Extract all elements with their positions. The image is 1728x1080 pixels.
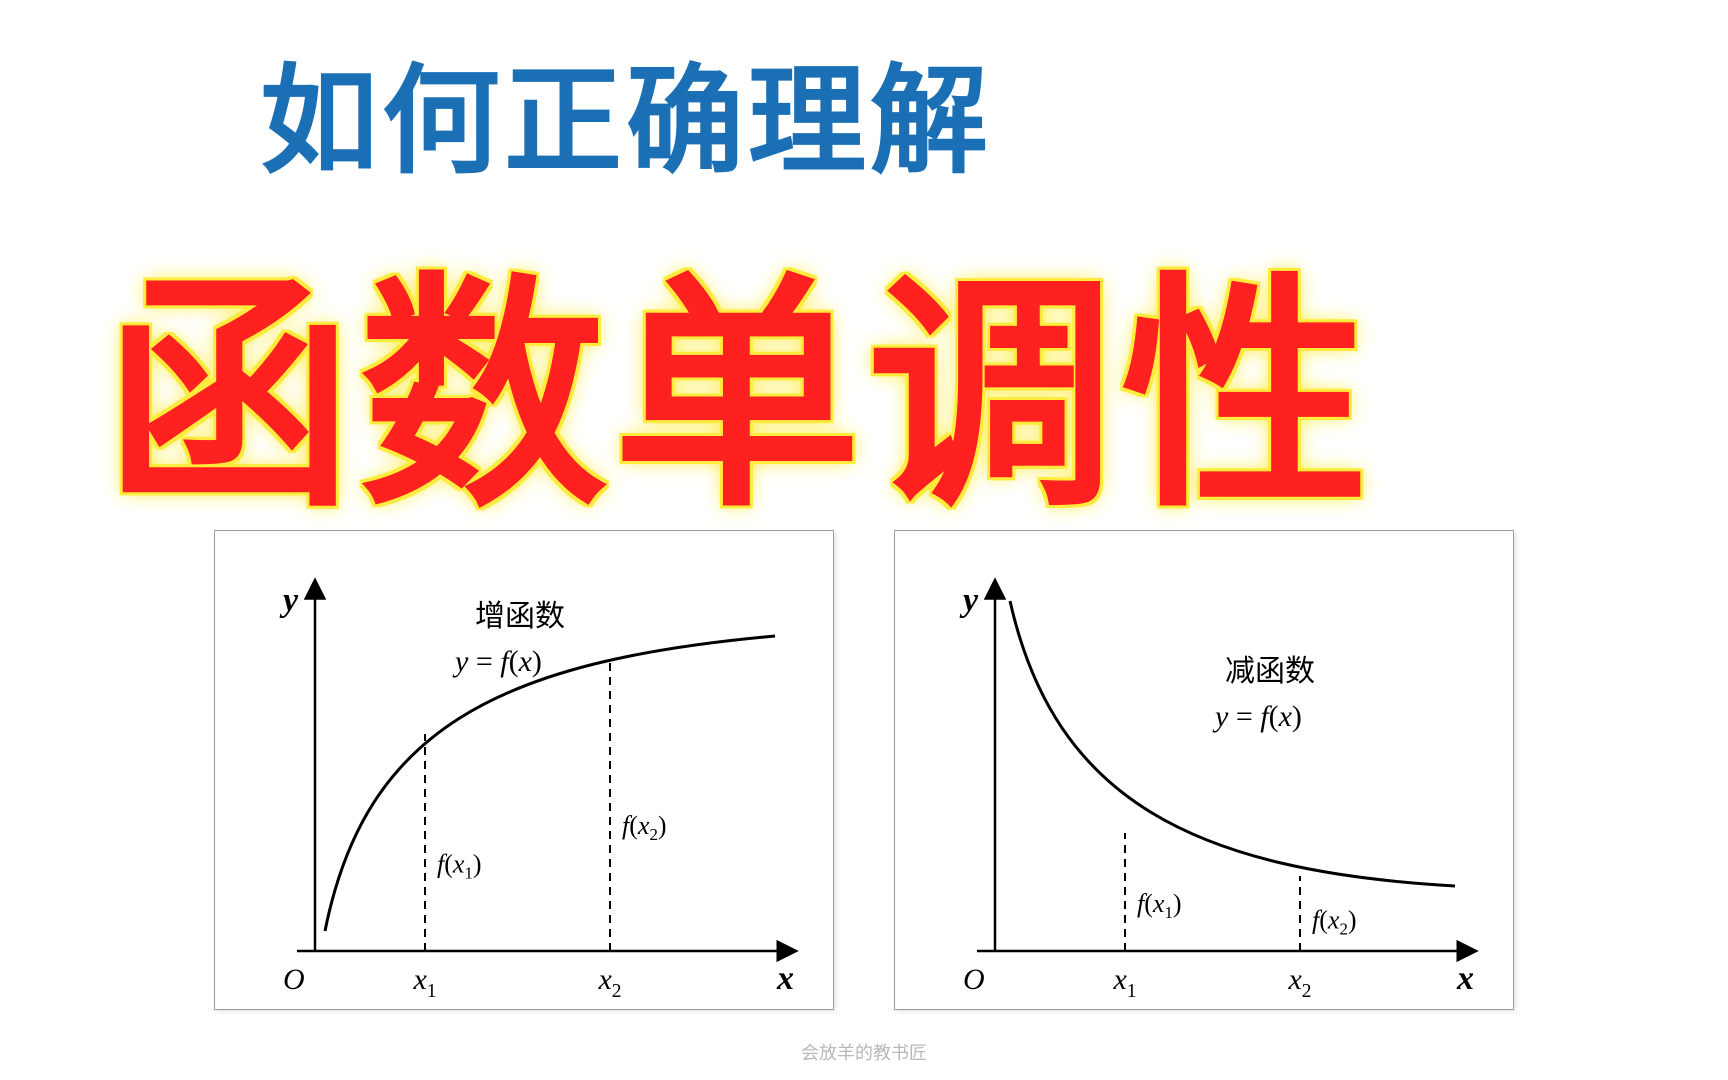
watermark-text: 会放羊的教书匠 xyxy=(801,1039,927,1065)
svg-text:y: y xyxy=(279,582,299,619)
svg-text:x: x xyxy=(776,960,794,997)
svg-text:x: x xyxy=(1456,960,1474,997)
svg-text:f(x1): f(x1) xyxy=(1137,889,1182,922)
svg-text:O: O xyxy=(283,963,305,996)
svg-text:增函数: 增函数 xyxy=(475,600,565,633)
title-line-2: 函数单调性 xyxy=(105,195,1375,554)
title-line-1: 如何正确理解 xyxy=(260,25,992,196)
svg-text:x2: x2 xyxy=(1287,963,1311,1002)
svg-text:x2: x2 xyxy=(597,963,621,1002)
svg-text:y: y xyxy=(959,582,979,619)
svg-text:减函数: 减函数 xyxy=(1225,655,1315,688)
charts-container: y x O 增函数 y = f(x) x1 x2 f(x1) f(x2) y x O 减函数 y = f… xyxy=(0,530,1728,1010)
svg-text:f(x2): f(x2) xyxy=(622,811,667,844)
svg-text:x1: x1 xyxy=(1112,963,1136,1002)
chart-increasing: y x O 增函数 y = f(x) x1 x2 f(x1) f(x2) xyxy=(214,530,834,1010)
svg-text:f(x2): f(x2) xyxy=(1312,906,1357,939)
svg-text:x1: x1 xyxy=(412,963,436,1002)
svg-text:f(x1): f(x1) xyxy=(437,850,482,883)
chart-decreasing: y x O 减函数 y = f(x) x1 x2 f(x1) f(x2) xyxy=(894,530,1514,1010)
svg-text:y = f(x): y = f(x) xyxy=(452,645,542,678)
svg-text:O: O xyxy=(963,963,985,996)
svg-text:y = f(x): y = f(x) xyxy=(1212,700,1302,733)
